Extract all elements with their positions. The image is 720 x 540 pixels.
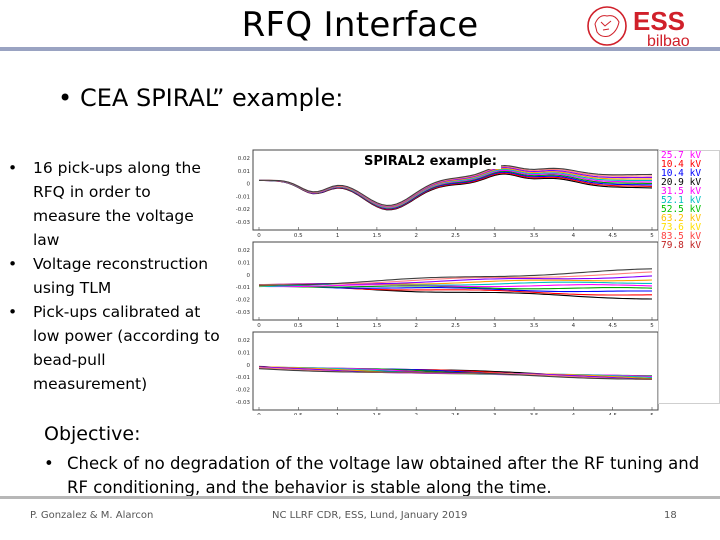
x-tick-label: 2.5 (451, 413, 460, 415)
legend-entry: 25.7 kV (661, 150, 702, 161)
x-tick-label: 2.5 (451, 323, 460, 329)
list-item-text: 16 pick-ups along the RFQ in order to me… (33, 159, 201, 249)
title-underline (0, 47, 720, 51)
y-tick-label: -0.01 (236, 375, 250, 381)
y-tick-label: -0.02 (236, 298, 250, 304)
europe-map-icon (587, 6, 627, 46)
legend-entry: 83.5 kV (661, 231, 702, 242)
x-tick-label: 2.5 (451, 233, 460, 239)
y-tick-label: -0.01 (236, 285, 250, 291)
x-tick-label: 1 (336, 323, 340, 329)
footer-event: NC LLRF CDR, ESS, Lund, January 2019 (272, 510, 468, 521)
x-tick-label: 4 (572, 323, 576, 329)
y-tick-label: -0.02 (236, 207, 250, 213)
page-number: 18 (664, 510, 677, 521)
x-tick-label: 0.5 (294, 413, 303, 415)
objective-heading: Objective: (44, 423, 141, 445)
x-tick-label: 5 (650, 323, 654, 329)
objective-bullet-text: Check of no degradation of the voltage l… (67, 454, 700, 497)
voltage-curve (258, 368, 652, 380)
y-tick-label: 0 (247, 363, 251, 369)
list-item: • Voltage reconstruction using TLM (8, 252, 223, 300)
voltage-curve (258, 284, 653, 288)
spiral2-label: SPIRAL2 example: (360, 154, 501, 169)
bullet-glyph: • (44, 454, 54, 473)
list-item-text: Pick-ups calibrated at low power (accord… (33, 303, 220, 393)
x-tick-label: 1.5 (373, 413, 382, 415)
x-tick-label: 3.5 (530, 413, 539, 415)
y-tick-label: -0.02 (236, 388, 250, 394)
x-tick-label: 5 (650, 413, 654, 415)
voltage-curve (258, 165, 653, 206)
legend-entry: 10.4 kV (661, 159, 702, 170)
plot-legend: 25.7 kV 10.4 kV 10.4 kV 20.9 kV 31.5 kV 52.1 … (658, 150, 720, 404)
x-tick-label: 4.5 (608, 413, 617, 415)
x-tick-label: 3.5 (530, 323, 539, 329)
left-bullet-list: • 16 pick-ups along the RFQ in order to m… (8, 156, 223, 396)
x-tick-label: 3 (493, 323, 497, 329)
x-tick-label: 2 (414, 233, 418, 239)
voltage-curve (258, 366, 653, 380)
x-tick-label: 1.5 (373, 233, 382, 239)
bullet-glyph: • (8, 255, 18, 273)
list-item: • Pick-ups calibrated at low power (accor… (8, 300, 223, 396)
x-tick-label: 0.5 (294, 323, 303, 329)
bullet-glyph: • (8, 303, 18, 321)
legend-entry: 73.6 kV (661, 222, 702, 233)
footer-divider (0, 496, 720, 499)
x-tick-label: 2 (414, 323, 418, 329)
y-tick-label: 0 (247, 273, 251, 279)
legend-entry: 79.8 kV (661, 240, 702, 251)
y-tick-label: 0.01 (238, 260, 250, 266)
legend-entry: 31.5 kV (661, 186, 702, 197)
x-tick-label: 4.5 (608, 323, 617, 329)
y-tick-label: 0.01 (238, 350, 250, 356)
y-tick-label: -0.03 (236, 310, 251, 316)
y-tick-label: 0 (247, 182, 251, 188)
legend-entry: 52.1 kV (661, 195, 702, 206)
legend-entry: 52.5 kV (661, 204, 702, 215)
legend-entry: 20.9 kV (661, 177, 702, 188)
logo-ess-text: ESS (633, 6, 685, 36)
x-tick-label: 0 (257, 323, 261, 329)
y-tick-label: 0.01 (238, 169, 250, 175)
x-tick-label: 3 (493, 233, 497, 239)
x-tick-label: 3 (493, 413, 497, 415)
voltage-curve (258, 284, 653, 290)
main-bullet-text: CEA SPIRAL” example: (80, 84, 344, 112)
list-item-text: Voltage reconstruction using TLM (33, 255, 209, 297)
y-tick-label: 0.02 (238, 156, 250, 162)
x-tick-label: 2 (414, 413, 418, 415)
x-tick-label: 1 (336, 413, 340, 415)
x-tick-label: 4 (572, 233, 576, 239)
bullet-glyph: • (8, 159, 18, 177)
list-item: • 16 pick-ups along the RFQ in order to m… (8, 156, 223, 252)
x-tick-label: 0 (257, 413, 261, 415)
y-tick-label: 0.02 (238, 248, 250, 254)
voltage-curve (259, 268, 653, 286)
x-tick-label: 5 (650, 233, 654, 239)
y-tick-label: 0.02 (238, 338, 250, 344)
y-tick-label: -0.03 (236, 220, 251, 226)
ess-bilbao-logo: ESS bilbao (587, 6, 690, 48)
x-tick-label: 4.5 (608, 233, 617, 239)
objective-bullet: • Check of no degradation of the voltage … (44, 452, 707, 500)
y-tick-label: -0.03 (236, 400, 251, 406)
x-tick-label: 1 (336, 233, 340, 239)
main-bullet: • CEA SPIRAL” example: (58, 84, 343, 112)
voltage-law-plot: 0.02 0.01 0 -0.01 -0.02 -0.03 0 0.5 1 1.5 2 2.5 3 3.5… (236, 149, 659, 415)
x-tick-label: 0.5 (294, 233, 303, 239)
bullet-glyph: • (58, 84, 73, 112)
slide-title: RFQ Interface (241, 5, 479, 45)
legend-entry: 10.4 kV (661, 168, 702, 179)
x-tick-label: 0 (257, 233, 261, 239)
x-tick-label: 1.5 (373, 323, 382, 329)
footer-authors: P. Gonzalez & M. Alarcon (30, 510, 154, 521)
y-tick-label: -0.01 (236, 194, 250, 200)
legend-entry: 63.2 kV (661, 213, 702, 224)
logo-bilbao-text: bilbao (647, 33, 690, 48)
x-tick-label: 4 (572, 413, 576, 415)
x-tick-label: 3.5 (530, 233, 539, 239)
